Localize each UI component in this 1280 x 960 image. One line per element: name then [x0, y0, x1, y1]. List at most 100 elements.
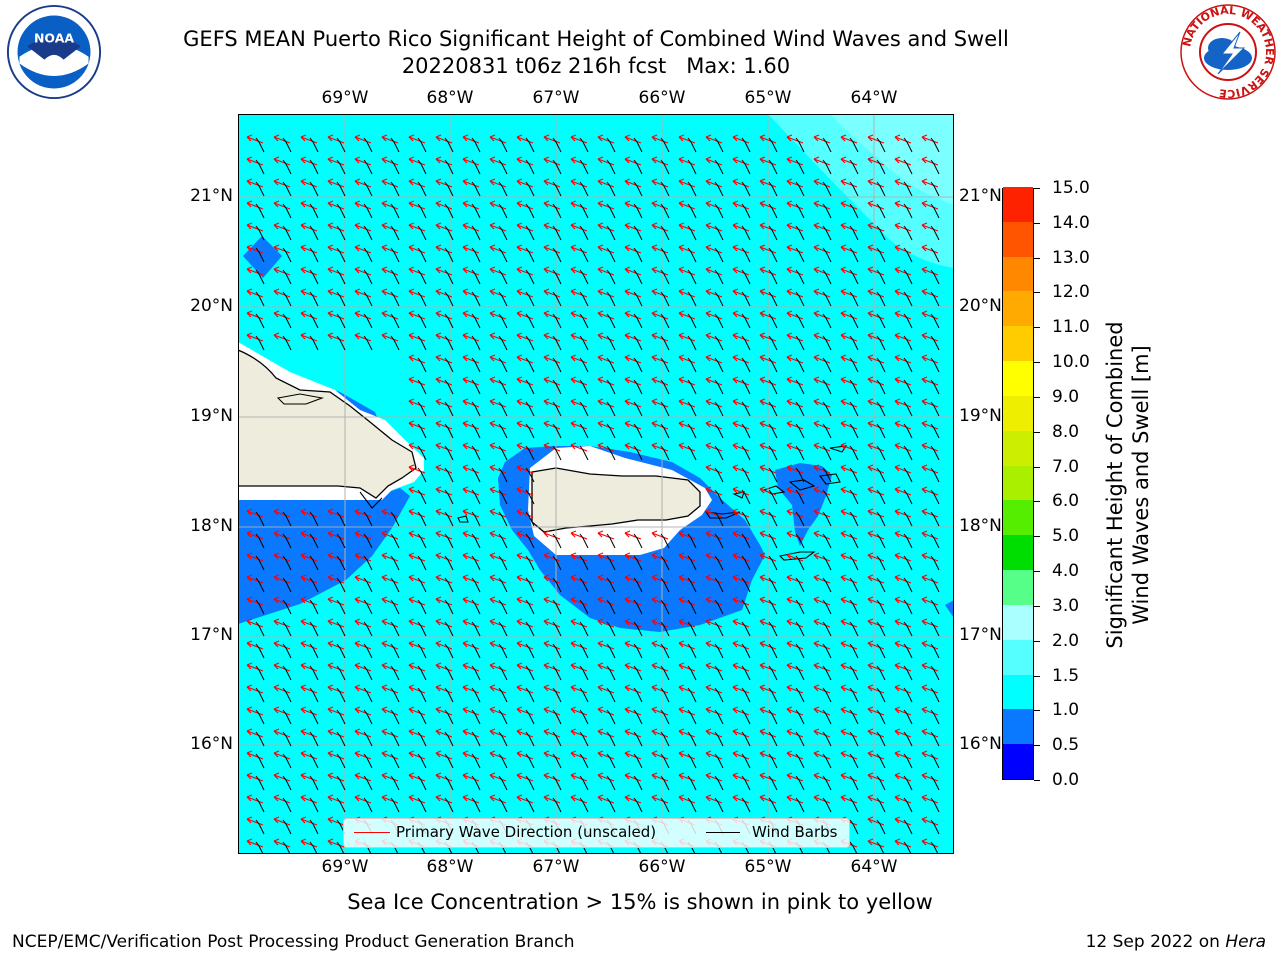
wave-direction-arrow	[516, 554, 534, 562]
wind-barb	[876, 159, 886, 175]
wind-barb	[282, 599, 292, 615]
wave-direction-arrow	[732, 268, 750, 276]
wind-barb	[255, 621, 265, 637]
wave-direction-arrowhead	[624, 398, 631, 406]
wave-direction-arrowhead	[273, 794, 280, 802]
wave-direction-arrow	[462, 466, 480, 474]
wave-direction-arrow	[300, 598, 318, 606]
wave-direction-arrowhead	[516, 640, 523, 648]
wind-barb	[390, 533, 400, 549]
wave-direction-arrowhead	[732, 442, 739, 450]
wave-direction-arrow	[705, 224, 723, 232]
wind-barb	[768, 313, 778, 329]
wave-direction-arrowhead	[327, 662, 334, 670]
wind-barb	[903, 687, 913, 703]
wave-direction-arrow	[867, 730, 885, 738]
wind-barb	[822, 731, 832, 747]
wave-direction-arrowhead	[840, 662, 847, 670]
wind-barb	[282, 577, 292, 593]
wave-direction-arrowhead	[543, 376, 550, 384]
wave-direction-arrow	[543, 664, 561, 672]
wind-barb	[795, 137, 805, 153]
colorbar	[1002, 186, 1034, 780]
wind-barb	[768, 247, 778, 263]
wave-direction-arrow	[678, 752, 696, 760]
wave-direction-arrowhead	[705, 486, 712, 494]
wave-direction-arrowhead	[435, 530, 442, 538]
wind-barb	[579, 269, 589, 285]
wave-direction-arrow	[624, 532, 642, 540]
wind-barb	[849, 269, 859, 285]
wave-direction-arrow	[786, 180, 804, 188]
wave-direction-arrowhead	[840, 200, 847, 208]
wave-direction-arrowhead	[435, 596, 442, 604]
wind-barb	[714, 291, 724, 307]
wind-barb	[660, 423, 670, 439]
wave-direction-arrow	[543, 796, 561, 804]
wind-barb	[552, 335, 562, 351]
wave-direction-arrowhead	[759, 706, 766, 714]
wind-barb	[525, 159, 535, 175]
wave-direction-arrowhead	[462, 794, 469, 802]
wave-direction-arrow	[543, 312, 561, 320]
wave-direction-arrowhead	[489, 794, 496, 802]
wave-direction-arrow	[381, 312, 399, 320]
wave-direction-arrow	[597, 576, 615, 584]
wave-direction-arrowhead	[867, 794, 874, 802]
wind-barb	[849, 841, 858, 854]
wind-barb	[552, 643, 562, 659]
wave-direction-arrow	[894, 312, 912, 320]
wave-direction-arrowhead	[327, 552, 334, 560]
wave-direction-arrowhead	[813, 178, 820, 186]
wind-barb	[282, 709, 292, 725]
wave-direction-arrowhead	[246, 178, 253, 186]
wave-direction-arrow	[894, 290, 912, 298]
wind-barb	[498, 203, 508, 219]
wave-direction-arrow	[489, 730, 507, 738]
wind-barb	[687, 269, 697, 285]
wave-direction-arrow	[894, 730, 912, 738]
wind-barb	[849, 225, 859, 241]
wind-barb	[687, 291, 697, 307]
wave-direction-arrowhead	[408, 618, 415, 626]
wave-direction-arrow	[597, 598, 615, 606]
low-wave-area	[945, 600, 954, 618]
wave-direction-arrow	[732, 510, 750, 518]
wave-direction-arrowhead	[543, 552, 550, 560]
wind-barb	[903, 379, 913, 395]
wave-direction-arrow	[300, 180, 318, 188]
wave-direction-arrow	[300, 554, 318, 562]
wave-direction-arrow	[759, 334, 777, 342]
wave-direction-arrowhead	[300, 838, 307, 846]
wave-direction-arrow	[327, 136, 345, 144]
wave-direction-arrow	[840, 620, 858, 628]
wind-barb	[876, 621, 886, 637]
wave-direction-arrow	[516, 422, 534, 430]
wave-direction-arrow	[489, 554, 507, 562]
wave-direction-arrowhead	[759, 200, 766, 208]
wind-barb	[714, 775, 724, 791]
wave-direction-arrow	[408, 202, 426, 210]
wind-barb	[768, 291, 778, 307]
wind-barb	[822, 775, 832, 791]
wave-direction-arrow	[840, 334, 858, 342]
wind-barb	[579, 709, 589, 725]
wind-barb	[822, 445, 832, 461]
wind-barb	[633, 269, 643, 285]
wind-barb	[876, 269, 886, 285]
wave-direction-arrow	[651, 444, 669, 452]
wave-direction-arrowhead	[246, 640, 253, 648]
wave-direction-arrow	[408, 796, 426, 804]
wind-barb	[471, 753, 481, 769]
wave-direction-arrowhead	[246, 816, 253, 824]
wind-barb	[633, 731, 643, 747]
wave-direction-arrow	[246, 840, 264, 848]
wave-direction-arrow	[273, 136, 291, 144]
wind-barb	[579, 665, 589, 681]
wave-direction-arrowhead	[894, 640, 901, 648]
wave-direction-arrow	[435, 708, 453, 716]
wind-barb	[714, 555, 724, 571]
wave-direction-arrowhead	[354, 794, 361, 802]
wave-direction-arrow	[516, 708, 534, 716]
wave-direction-arrow	[300, 620, 318, 628]
